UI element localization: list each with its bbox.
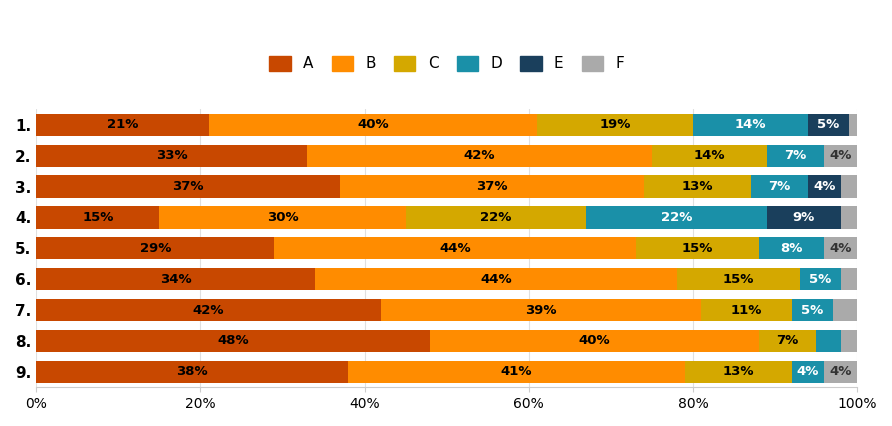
- Text: 30%: 30%: [267, 211, 298, 224]
- Bar: [37, 361, 348, 383]
- Text: 5%: 5%: [817, 118, 839, 131]
- Bar: [791, 361, 824, 383]
- Text: 4%: 4%: [830, 242, 852, 255]
- Text: 19%: 19%: [599, 118, 631, 131]
- Bar: [209, 114, 537, 136]
- Bar: [275, 237, 636, 259]
- Bar: [307, 144, 652, 167]
- Text: 37%: 37%: [172, 180, 204, 193]
- Bar: [406, 206, 586, 228]
- Bar: [841, 176, 857, 198]
- Bar: [824, 361, 857, 383]
- Text: 5%: 5%: [809, 273, 831, 286]
- Text: 33%: 33%: [156, 149, 187, 162]
- Bar: [808, 176, 841, 198]
- Text: 34%: 34%: [160, 273, 192, 286]
- Bar: [759, 330, 816, 352]
- Bar: [750, 176, 808, 198]
- Text: 11%: 11%: [731, 304, 762, 317]
- Text: 5%: 5%: [801, 304, 823, 317]
- Bar: [824, 237, 857, 259]
- Text: 15%: 15%: [681, 242, 713, 255]
- Bar: [767, 206, 841, 228]
- Bar: [340, 176, 644, 198]
- Text: 15%: 15%: [82, 211, 113, 224]
- Bar: [701, 299, 791, 321]
- Bar: [832, 299, 857, 321]
- Text: 7%: 7%: [785, 149, 806, 162]
- Bar: [808, 114, 849, 136]
- Text: 40%: 40%: [357, 118, 389, 131]
- Text: 22%: 22%: [661, 211, 692, 224]
- Bar: [37, 299, 381, 321]
- Text: 15%: 15%: [723, 273, 754, 286]
- Bar: [160, 206, 406, 228]
- Text: 44%: 44%: [439, 242, 471, 255]
- Bar: [37, 330, 430, 352]
- Bar: [586, 206, 767, 228]
- Text: 39%: 39%: [525, 304, 557, 317]
- Bar: [37, 268, 316, 290]
- Text: 8%: 8%: [780, 242, 803, 255]
- Bar: [791, 299, 832, 321]
- Text: 42%: 42%: [464, 149, 495, 162]
- Text: 29%: 29%: [139, 242, 171, 255]
- Text: 7%: 7%: [768, 180, 790, 193]
- Text: 42%: 42%: [193, 304, 225, 317]
- Bar: [841, 268, 857, 290]
- Bar: [37, 176, 340, 198]
- Bar: [537, 114, 693, 136]
- Bar: [652, 144, 767, 167]
- Text: 38%: 38%: [177, 366, 208, 378]
- Bar: [37, 237, 275, 259]
- Bar: [37, 114, 209, 136]
- Bar: [37, 206, 160, 228]
- Text: 7%: 7%: [776, 334, 798, 348]
- Bar: [636, 237, 759, 259]
- Bar: [316, 268, 677, 290]
- Bar: [841, 330, 857, 352]
- Bar: [693, 114, 808, 136]
- Bar: [816, 330, 841, 352]
- Text: 21%: 21%: [107, 118, 138, 131]
- Text: 14%: 14%: [735, 118, 766, 131]
- Text: 48%: 48%: [218, 334, 249, 348]
- Text: 13%: 13%: [723, 366, 754, 378]
- Bar: [685, 361, 791, 383]
- Text: 44%: 44%: [480, 273, 512, 286]
- Text: 41%: 41%: [500, 366, 533, 378]
- Bar: [767, 144, 824, 167]
- Text: 4%: 4%: [814, 180, 836, 193]
- Bar: [824, 144, 857, 167]
- Text: 9%: 9%: [793, 211, 815, 224]
- Legend: A, B, C, D, E, F: A, B, C, D, E, F: [269, 56, 624, 72]
- Bar: [37, 144, 307, 167]
- Text: 4%: 4%: [830, 366, 852, 378]
- Text: 40%: 40%: [579, 334, 610, 348]
- Text: 4%: 4%: [797, 366, 819, 378]
- Text: 14%: 14%: [694, 149, 725, 162]
- Text: 37%: 37%: [476, 180, 508, 193]
- Bar: [800, 268, 841, 290]
- Bar: [841, 206, 857, 228]
- Bar: [430, 330, 759, 352]
- Bar: [759, 237, 824, 259]
- Text: 4%: 4%: [830, 149, 852, 162]
- Bar: [348, 361, 685, 383]
- Bar: [677, 268, 800, 290]
- Bar: [381, 299, 701, 321]
- Text: 13%: 13%: [681, 180, 713, 193]
- Bar: [849, 114, 857, 136]
- Bar: [644, 176, 750, 198]
- Text: 22%: 22%: [480, 211, 512, 224]
